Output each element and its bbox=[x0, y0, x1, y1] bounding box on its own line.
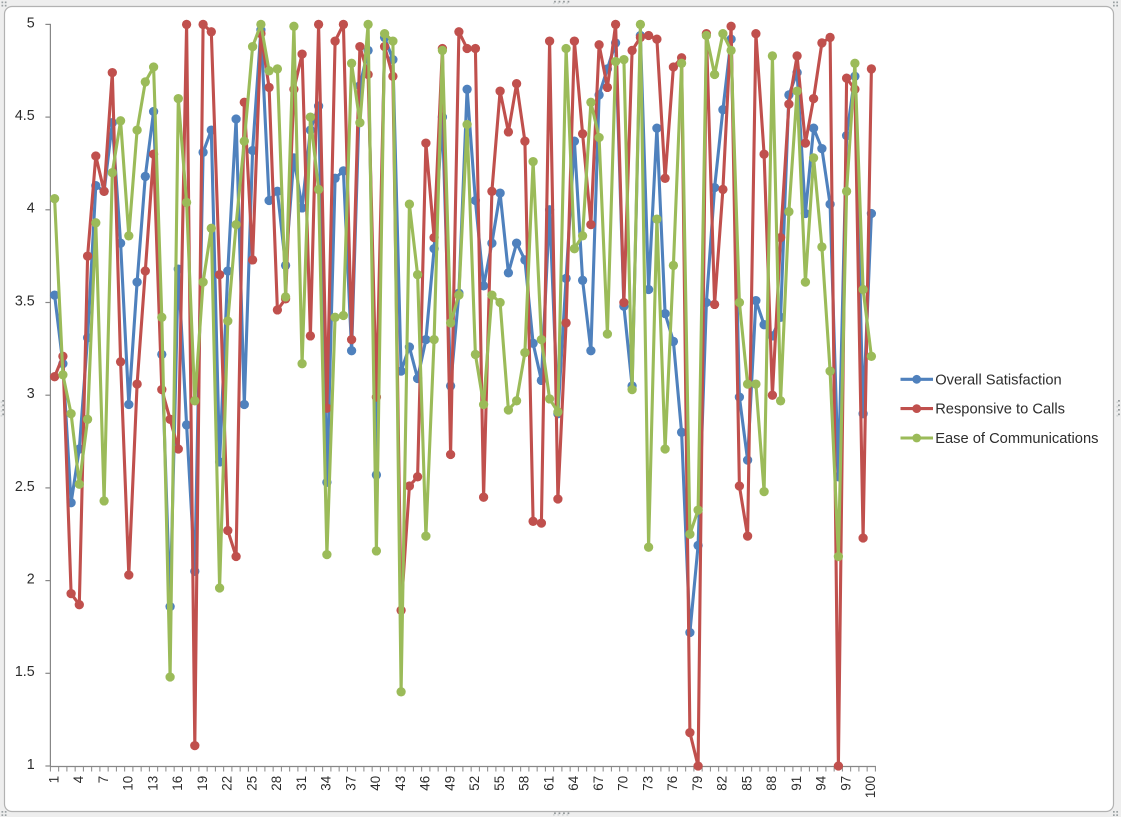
svg-text:7: 7 bbox=[96, 776, 111, 783]
svg-text:16: 16 bbox=[170, 776, 185, 791]
svg-text:91: 91 bbox=[789, 776, 804, 791]
svg-text:3: 3 bbox=[27, 386, 35, 402]
svg-text:88: 88 bbox=[764, 776, 779, 791]
svg-text:1: 1 bbox=[27, 757, 35, 773]
svg-text:61: 61 bbox=[541, 776, 556, 791]
svg-text:Responsive to Calls: Responsive to Calls bbox=[935, 402, 1065, 418]
svg-text:79: 79 bbox=[690, 776, 705, 791]
svg-text:4.5: 4.5 bbox=[15, 108, 35, 124]
svg-text:82: 82 bbox=[715, 776, 730, 791]
svg-text:10: 10 bbox=[121, 776, 136, 791]
svg-text:52: 52 bbox=[467, 776, 482, 791]
svg-text:37: 37 bbox=[343, 776, 358, 791]
svg-text:19: 19 bbox=[195, 776, 210, 791]
svg-text:49: 49 bbox=[442, 776, 457, 791]
svg-text:94: 94 bbox=[814, 775, 829, 790]
svg-text:31: 31 bbox=[294, 776, 309, 791]
svg-text:Overall Satisfaction: Overall Satisfaction bbox=[935, 372, 1062, 388]
svg-text:5: 5 bbox=[27, 15, 35, 31]
svg-text:1: 1 bbox=[46, 776, 61, 783]
svg-text:2.5: 2.5 bbox=[15, 479, 35, 495]
svg-text:58: 58 bbox=[517, 776, 532, 791]
svg-text:25: 25 bbox=[244, 776, 259, 791]
svg-text:100: 100 bbox=[863, 776, 878, 798]
svg-text:85: 85 bbox=[739, 776, 754, 791]
svg-text:2: 2 bbox=[27, 572, 35, 588]
svg-text:76: 76 bbox=[665, 776, 680, 791]
svg-text:70: 70 bbox=[616, 776, 631, 791]
svg-text:55: 55 bbox=[492, 776, 507, 791]
svg-text:64: 64 bbox=[566, 775, 581, 790]
svg-text:28: 28 bbox=[269, 776, 284, 791]
svg-text:34: 34 bbox=[319, 775, 334, 790]
svg-text:97: 97 bbox=[838, 776, 853, 791]
svg-text:73: 73 bbox=[640, 776, 655, 791]
svg-text:3.5: 3.5 bbox=[15, 293, 35, 309]
svg-text:67: 67 bbox=[591, 776, 606, 791]
svg-text:40: 40 bbox=[368, 776, 383, 791]
svg-text:43: 43 bbox=[393, 776, 408, 791]
svg-text:Ease of Communications: Ease of Communications bbox=[935, 431, 1098, 447]
svg-text:13: 13 bbox=[145, 776, 160, 791]
svg-text:46: 46 bbox=[418, 776, 433, 791]
svg-text:1.5: 1.5 bbox=[15, 664, 35, 680]
svg-text:4: 4 bbox=[27, 201, 35, 217]
svg-text:22: 22 bbox=[220, 776, 235, 791]
svg-text:4: 4 bbox=[71, 775, 86, 783]
